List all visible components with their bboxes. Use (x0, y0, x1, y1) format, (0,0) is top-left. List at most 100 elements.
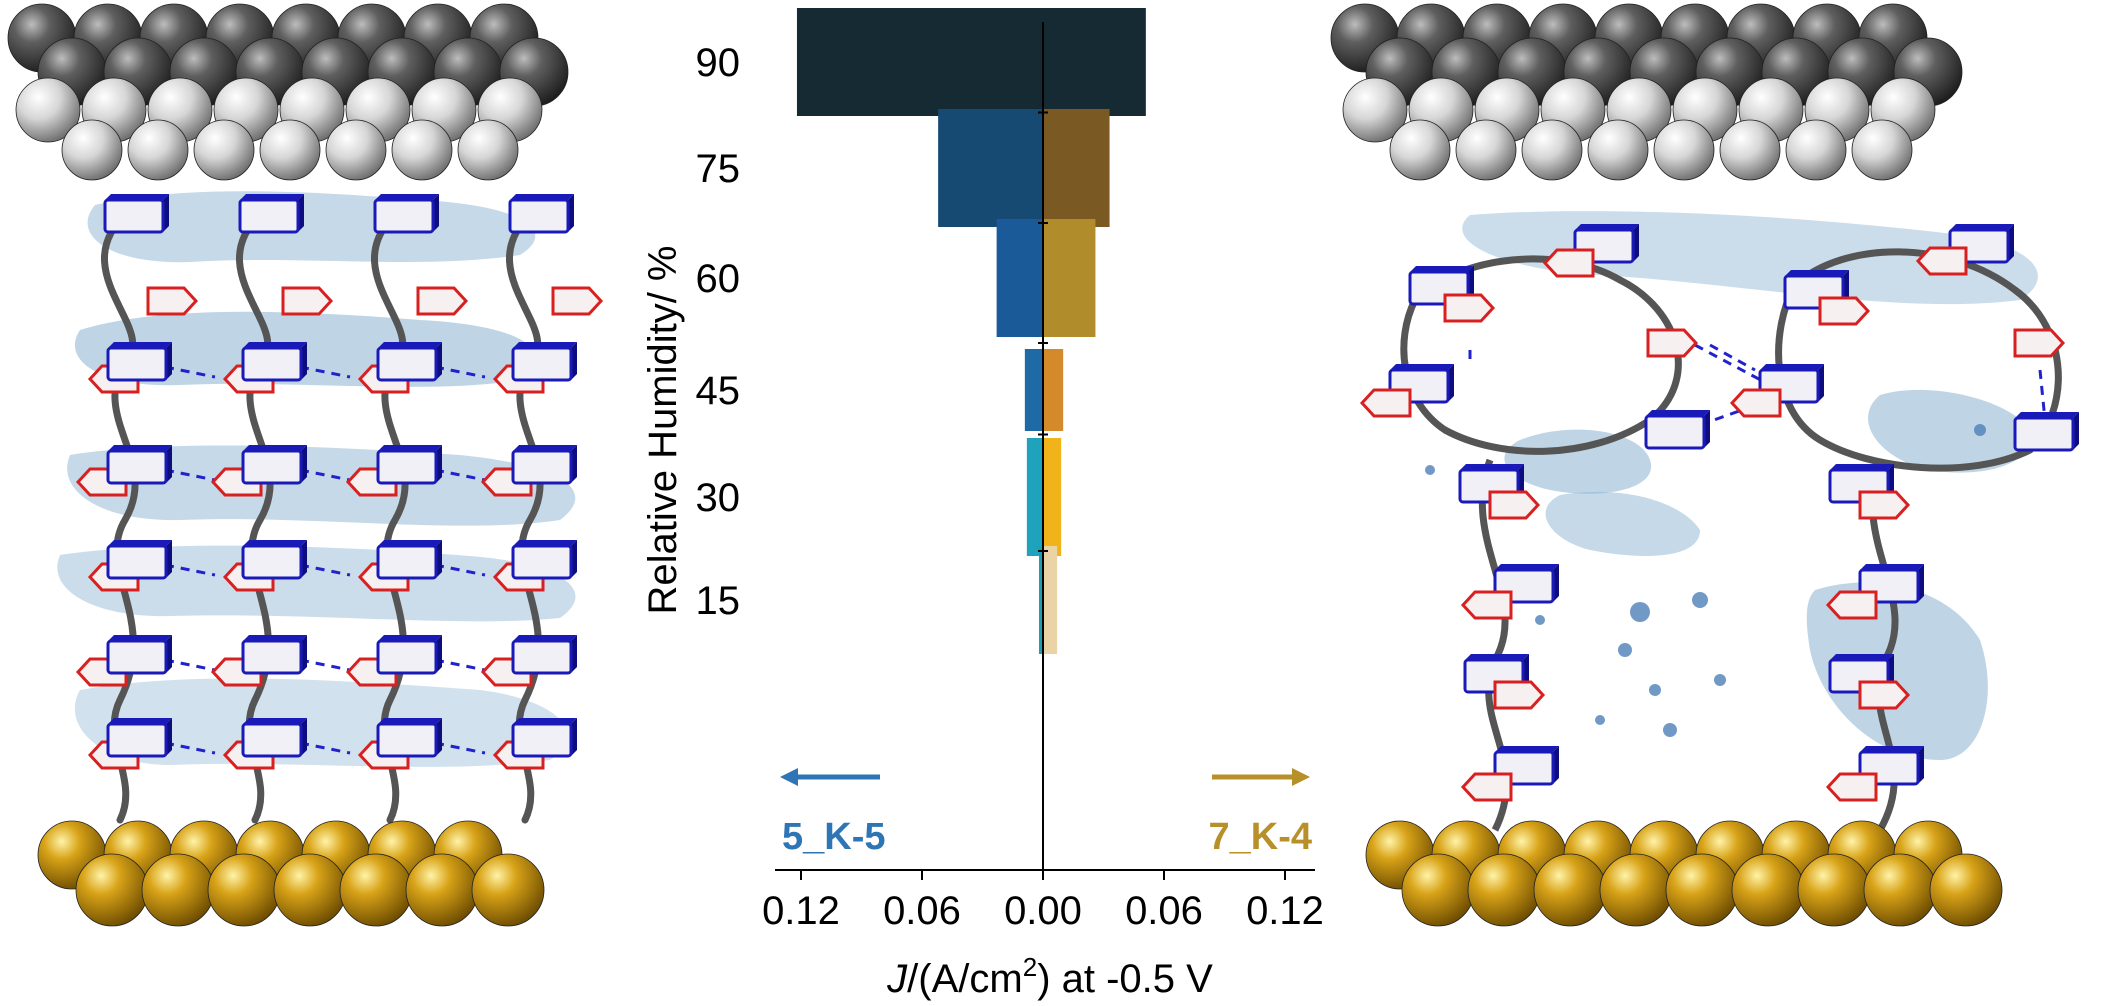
right-series-arrow (1212, 768, 1310, 786)
unit-box (106, 544, 168, 580)
unit-arrow (1542, 248, 1595, 278)
electrode-atom-light (325, 119, 387, 181)
unit-arrow (1825, 590, 1878, 620)
hydrogen-bond-dashed-line (434, 468, 486, 482)
unit-box (2013, 416, 2075, 452)
unit-arrow (1488, 490, 1541, 520)
right-top-electrode (1330, 3, 1963, 181)
electrode-atom-light (1389, 119, 1451, 181)
unit-arrow (1915, 246, 1968, 276)
unit-arrow (146, 286, 199, 316)
gold-atom (141, 853, 215, 927)
electrode-atom-light (1785, 119, 1847, 181)
unit-arrow (1460, 772, 1513, 802)
unit-box (103, 198, 165, 234)
electrode-atom-light (1455, 119, 1517, 181)
electrode-atom-light (193, 119, 255, 181)
bar-7-K-4-rh-45 (1043, 349, 1064, 431)
electrode-atom-light (15, 77, 81, 143)
electrode-atom-light (391, 119, 453, 181)
gold-atom (1665, 853, 1739, 927)
gold-atom (273, 853, 347, 927)
left-top-electrode (7, 3, 569, 181)
unit-box (1644, 414, 1706, 450)
unit-arrow (551, 286, 604, 316)
hydrogen-bond-dashed-line (164, 563, 216, 577)
water-droplet (1535, 615, 1545, 625)
bars (796, 8, 1146, 654)
unit-box (376, 449, 438, 485)
gold-atom (471, 853, 545, 927)
water-blob (67, 445, 576, 526)
unit-box (238, 198, 300, 234)
right-molecular-junction-illustration (1330, 3, 2079, 927)
electrode-atom-light (1587, 119, 1649, 181)
left-molecular-junction-illustration (7, 3, 604, 927)
water-droplet (1692, 592, 1708, 608)
left-series-arrow (780, 768, 880, 786)
unit-arrow (1858, 490, 1911, 520)
unit-box (511, 544, 573, 580)
hydrogen-bond-dashed-line (1699, 398, 1771, 427)
x-axis-label-rest: ) at -0.5 V (1037, 957, 1213, 1001)
hydrogen-bond-dashed-line (434, 563, 486, 577)
bar-7-K-4-rh-60 (1043, 219, 1096, 337)
unit-box (376, 722, 438, 758)
gold-atom (1797, 853, 1871, 927)
hydrogen-bond-dashed-line (299, 563, 351, 577)
unit-arrow (1359, 388, 1412, 418)
x-tick-label: 0.12 (1246, 889, 1324, 933)
water-droplet (1649, 684, 1661, 696)
unit-box (106, 639, 168, 675)
legend-7-K-4: 7_K-4 (1209, 816, 1313, 858)
water-blob (1545, 491, 1700, 556)
bar-7-K-4-rh-30 (1043, 438, 1062, 556)
unit-box (511, 722, 573, 758)
unit-box (511, 449, 573, 485)
hydrogen-bond-dashed-line (299, 365, 351, 379)
water-blob (1806, 582, 1988, 760)
gold-atom (1731, 853, 1805, 927)
unit-box (376, 346, 438, 382)
unit-box (508, 198, 570, 234)
x-axis-label-unit: /(A/cm (907, 957, 1023, 1001)
x-ticks: 0.12 0.06 0.00 0.06 0.12 (762, 870, 1324, 933)
x-tick-label: 0.06 (883, 889, 961, 933)
gold-atom (1401, 853, 1475, 927)
water-droplet (1714, 674, 1726, 686)
electrode-atom-light (1521, 119, 1583, 181)
gold-atom (1929, 853, 2003, 927)
bar-5-K-5-rh-15 (1038, 546, 1043, 654)
unit-arrow (416, 286, 469, 316)
unit-box (106, 346, 168, 382)
hydrogen-bond-dashed-line (2038, 369, 2047, 421)
hydrogen-bond-dashed-line (434, 658, 486, 672)
x-tick-label: 0.00 (1004, 889, 1082, 933)
hydrogen-bond-dashed-line (164, 741, 216, 755)
water-blob (1504, 429, 1652, 494)
unit-arrow (2013, 328, 2066, 358)
water-blob (1868, 389, 2032, 473)
gold-atom (339, 853, 413, 927)
category-label-45: 45 (696, 369, 741, 413)
water-droplet (1630, 602, 1650, 622)
unit-arrow (1646, 328, 1699, 358)
water-droplet (1595, 715, 1605, 725)
x-tick-label: 0.12 (762, 889, 840, 933)
water-droplet (1663, 723, 1677, 737)
water-droplet (1618, 643, 1632, 657)
unit-box (373, 198, 435, 234)
hydrogen-bond-dashed-line (1709, 343, 1756, 372)
category-label-75: 75 (696, 147, 741, 191)
unit-box (241, 346, 303, 382)
bar-7-K-4-rh-15 (1043, 546, 1058, 654)
hydrogen-bond-dashed-line (434, 365, 486, 379)
hydrogen-bond-dashed-line (299, 741, 351, 755)
unit-box (376, 544, 438, 580)
gold-atom (75, 853, 149, 927)
hydrogen-bond-dashed-line (1694, 343, 1771, 387)
gold-atom (405, 853, 479, 927)
electrode-atom-light (259, 119, 321, 181)
water-blob (74, 678, 568, 767)
gold-atom (1863, 853, 1937, 927)
